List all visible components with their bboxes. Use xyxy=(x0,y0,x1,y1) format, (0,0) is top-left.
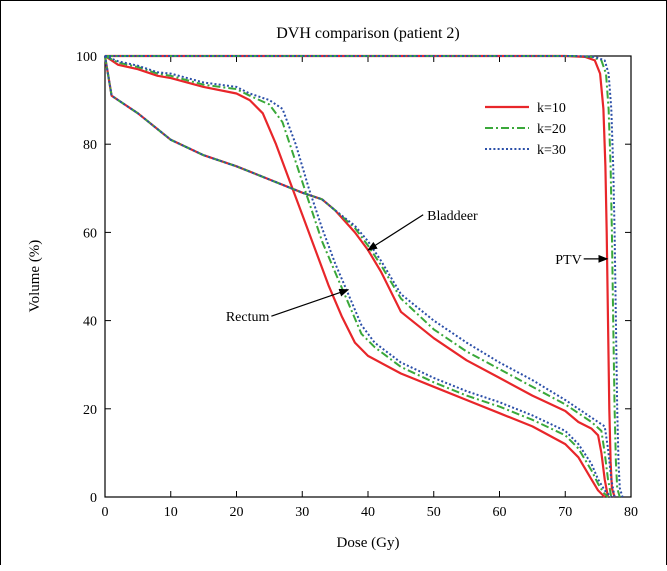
plot-area xyxy=(103,54,624,498)
curve-rectum-k-10 xyxy=(104,55,606,498)
curve-bladder-k-20 xyxy=(104,55,613,498)
y-axis-ticks: 0 20 40 60 80 100 xyxy=(76,50,631,506)
x-tick-label: 50 xyxy=(427,505,441,520)
legend-label: k=10 xyxy=(537,101,566,116)
y-tick-label: 20 xyxy=(83,403,97,418)
annotation-bladdeer: Bladdeer xyxy=(427,209,478,224)
annotation-rectum: Rectum xyxy=(226,310,270,325)
x-tick-label: 70 xyxy=(558,505,572,520)
x-axis-ticks: 0 10 20 30 40 50 60 70 80 xyxy=(102,56,638,520)
series-k-20 xyxy=(104,55,621,498)
y-tick-label: 40 xyxy=(83,315,97,330)
y-tick-label: 0 xyxy=(90,491,97,506)
x-tick-label: 30 xyxy=(295,505,309,520)
series-k-30 xyxy=(104,55,624,498)
y-tick-label: 100 xyxy=(76,50,97,65)
annotation-arrow xyxy=(271,288,350,317)
x-tick-label: 80 xyxy=(624,505,638,520)
annotations: Bladdeer Rectum PTV xyxy=(226,209,609,325)
x-tick-label: 20 xyxy=(230,505,244,520)
curve-bladder-k-10 xyxy=(103,55,610,498)
curve-rectum-k-30 xyxy=(104,55,613,498)
x-axis-label: Dose (Gy) xyxy=(337,535,400,551)
curve-rectum-k-20 xyxy=(104,55,609,498)
chart-title: DVH comparison (patient 2) xyxy=(276,25,460,42)
x-tick-label: 40 xyxy=(361,505,375,520)
annotation-ptv: PTV xyxy=(555,253,581,268)
curve-bladder-k-30 xyxy=(104,55,616,498)
x-tick-label: 0 xyxy=(102,505,109,520)
annotation-arrow xyxy=(367,214,424,251)
legend: k=10 k=20 k=30 xyxy=(485,101,566,158)
legend-label: k=30 xyxy=(537,143,566,158)
legend-label: k=20 xyxy=(537,122,566,137)
y-tick-label: 60 xyxy=(83,226,97,241)
y-tick-label: 80 xyxy=(83,138,97,153)
x-tick-label: 10 xyxy=(164,505,178,520)
x-tick-label: 60 xyxy=(493,505,507,520)
y-axis-label: Volume (%) xyxy=(27,240,43,313)
curve-ptv-k-20 xyxy=(105,55,621,498)
